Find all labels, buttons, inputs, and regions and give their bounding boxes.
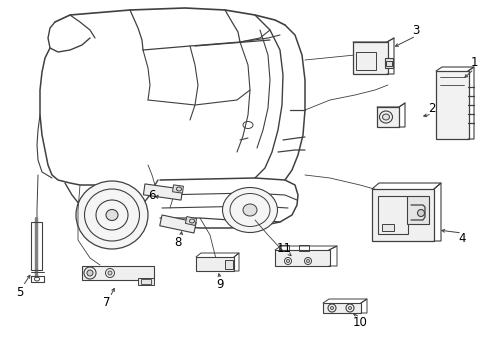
- Ellipse shape: [108, 271, 112, 275]
- Bar: [279, 245, 289, 251]
- Bar: [386, 60, 392, 66]
- Ellipse shape: [287, 260, 290, 262]
- Bar: [144, 184, 183, 200]
- Bar: [225, 260, 233, 269]
- Bar: [323, 303, 361, 313]
- Text: 1: 1: [470, 55, 478, 68]
- Bar: [382, 224, 394, 230]
- Text: 5: 5: [16, 285, 24, 298]
- Ellipse shape: [417, 210, 424, 216]
- Text: 8: 8: [174, 235, 182, 248]
- Bar: [196, 257, 234, 271]
- Bar: [299, 245, 309, 251]
- Ellipse shape: [383, 114, 390, 120]
- Bar: [372, 189, 434, 241]
- Text: 7: 7: [103, 296, 111, 309]
- Ellipse shape: [106, 210, 118, 220]
- Bar: [385, 58, 393, 68]
- Bar: [141, 279, 151, 284]
- Ellipse shape: [76, 181, 148, 249]
- Ellipse shape: [243, 204, 257, 216]
- Ellipse shape: [87, 270, 93, 276]
- Text: 6: 6: [148, 189, 156, 202]
- Ellipse shape: [307, 260, 310, 262]
- Bar: [356, 52, 376, 70]
- Ellipse shape: [348, 306, 351, 310]
- Bar: [378, 196, 408, 234]
- Bar: [274, 250, 329, 266]
- Bar: [407, 196, 429, 224]
- Bar: [436, 71, 468, 139]
- Bar: [172, 185, 183, 193]
- Bar: [185, 216, 196, 225]
- Bar: [377, 107, 399, 127]
- Text: 10: 10: [353, 315, 368, 328]
- Text: 3: 3: [412, 23, 420, 36]
- Bar: [138, 278, 154, 284]
- Text: 2: 2: [428, 102, 436, 114]
- Ellipse shape: [222, 188, 277, 233]
- Bar: [30, 222, 42, 270]
- Ellipse shape: [330, 306, 334, 310]
- Text: 9: 9: [216, 278, 224, 291]
- Text: 4: 4: [458, 231, 466, 244]
- Bar: [160, 215, 196, 233]
- Bar: [352, 42, 388, 74]
- Text: 11: 11: [276, 242, 292, 255]
- Bar: [82, 266, 154, 280]
